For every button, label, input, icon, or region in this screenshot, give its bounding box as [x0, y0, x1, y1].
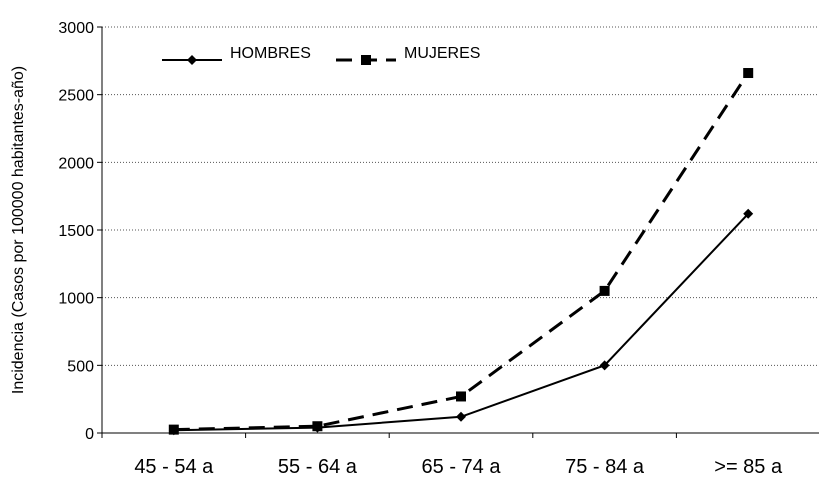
data-point-hombres	[599, 360, 610, 371]
y-tick-label: 1000	[58, 291, 94, 308]
x-tick-label: 75 - 84 a	[565, 456, 645, 478]
y-axis-label: Incidencia (Casos por 100000 habitantes-…	[10, 66, 27, 394]
legend-item-mujeres: MUJERES	[336, 45, 480, 65]
legend-marker	[361, 55, 371, 65]
series-group	[168, 68, 754, 436]
x-tick-label: 45 - 54 a	[134, 456, 214, 478]
y-tick-label: 3000	[58, 20, 94, 37]
y-tick-label: 1500	[58, 223, 94, 240]
y-tick-label: 0	[85, 426, 94, 443]
y-tick-labels: 0 500 1000 1500 2000 2500 3000	[58, 20, 94, 443]
legend-label: MUJERES	[404, 45, 480, 62]
data-point-hombres	[743, 208, 754, 219]
x-tick-label: 65 - 74 a	[422, 456, 502, 478]
axes	[97, 26, 819, 438]
legend-marker	[187, 55, 197, 65]
x-tick-labels: 45 - 54 a 55 - 64 a 65 - 74 a 75 - 84 a >= 8…	[134, 456, 783, 478]
data-point-hombres	[456, 411, 466, 422]
series-mujeres	[168, 68, 754, 435]
x-tick-label: 55 - 64 a	[278, 456, 358, 478]
legend-item-hombres: HOMBRES	[162, 45, 311, 65]
legend-label: HOMBRES	[230, 45, 311, 62]
y-tick-label: 500	[67, 358, 94, 375]
data-point-mujeres	[456, 391, 466, 402]
data-point-mujeres	[168, 424, 179, 435]
data-point-mujeres	[599, 285, 610, 296]
data-point-mujeres	[312, 421, 323, 432]
legend: HOMBRES MUJERES	[162, 45, 480, 65]
series-line-mujeres	[173, 72, 750, 432]
y-tick-label: 2500	[58, 88, 94, 105]
gridlines	[102, 26, 819, 366]
data-point-mujeres	[743, 68, 754, 79]
y-tick-label: 2000	[58, 155, 94, 172]
x-tick-label: >= 85 a	[714, 456, 783, 478]
